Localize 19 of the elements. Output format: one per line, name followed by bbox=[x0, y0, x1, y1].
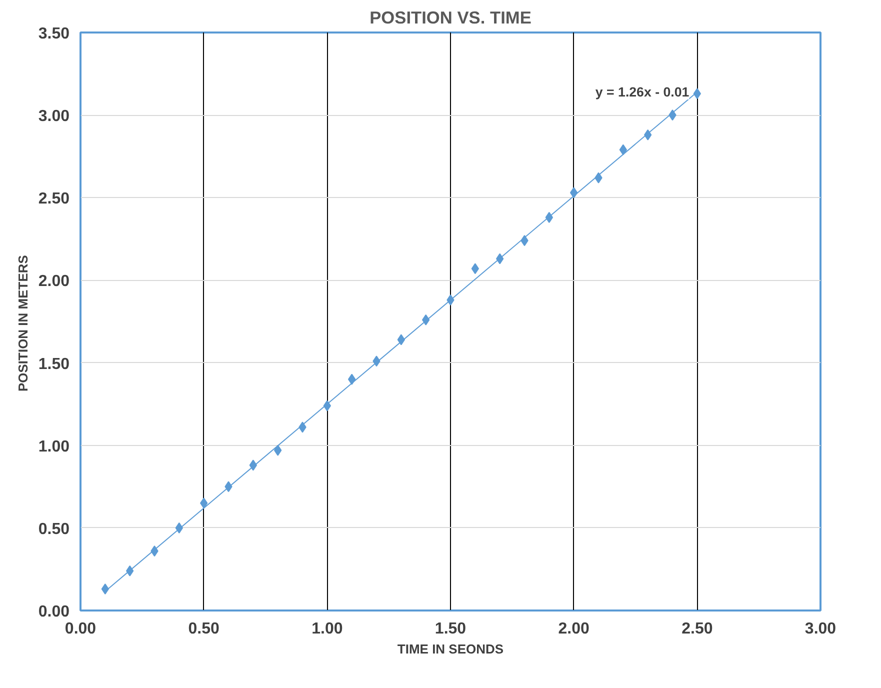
x-tick-label: 0.50 bbox=[188, 620, 220, 638]
x-tick-label: 0.00 bbox=[64, 620, 96, 638]
y-tick-label: 1.50 bbox=[38, 356, 70, 373]
x-tick-label: 2.50 bbox=[682, 620, 713, 638]
x-tick-label: 1.00 bbox=[312, 620, 343, 638]
y-tick-label: 3.50 bbox=[38, 26, 70, 42]
x-tick-label: 1.50 bbox=[434, 620, 466, 638]
y-tick-label: 0.00 bbox=[38, 604, 70, 620]
x-tick-label: 3.00 bbox=[804, 620, 836, 638]
x-axis-title: TIME IN SEONDS bbox=[397, 642, 504, 656]
annotation: y = 1.26x - 0.01 bbox=[595, 84, 690, 100]
chart-title: POSITION VS. TIME bbox=[370, 8, 532, 28]
y-tick-label: 0.50 bbox=[38, 520, 70, 538]
y-tick-label: 1.00 bbox=[38, 438, 70, 456]
y-tick-label: 2.00 bbox=[38, 273, 70, 290]
y-axis-title: POSITION IN METERS bbox=[15, 254, 30, 392]
y-tick-label: 3.00 bbox=[38, 108, 70, 126]
x-tick-label: 2.00 bbox=[558, 620, 590, 638]
y-tick-label: 2.50 bbox=[38, 190, 70, 208]
